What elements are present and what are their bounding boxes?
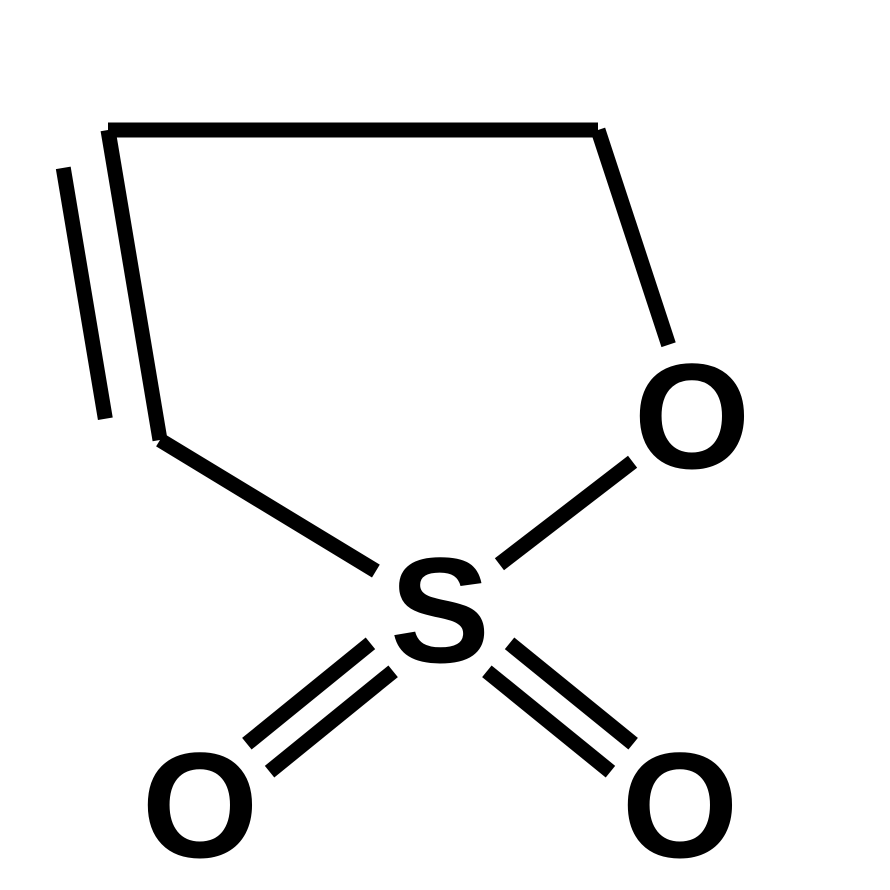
atom-label-o2: O — [142, 721, 259, 889]
atom-label-o3: O — [622, 721, 739, 889]
atom-label-o1: O — [634, 332, 751, 500]
molecular-structure-diagram: SO O O — [0, 0, 890, 890]
atom-label-s: S — [390, 526, 490, 694]
